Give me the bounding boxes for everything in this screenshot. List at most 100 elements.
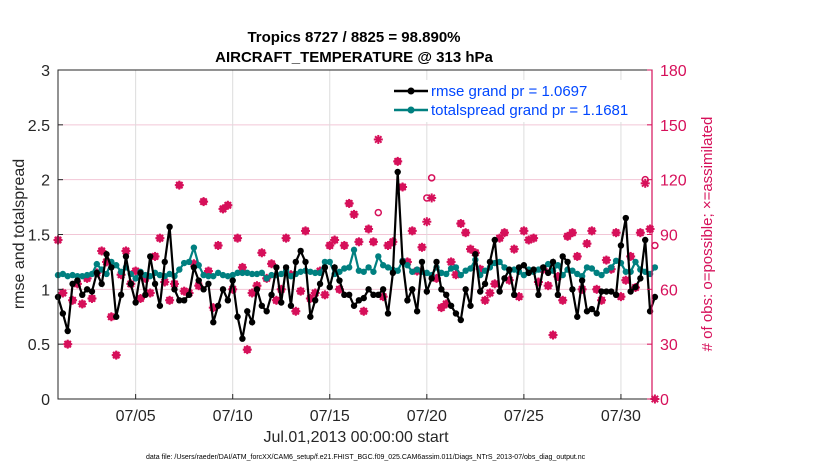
obs-assimilated-marker (291, 306, 301, 316)
asterisk-stroke (447, 258, 455, 266)
rmse-point (510, 291, 518, 299)
y-right-tick-label: 150 (660, 118, 687, 135)
rmse-line (56, 171, 656, 339)
asterisk-stroke (330, 236, 339, 244)
asterisk-stroke (500, 228, 509, 237)
totalspread-point (166, 270, 173, 278)
obs-markers (53, 134, 660, 404)
asterisk-stroke (490, 279, 499, 288)
obs-assimilated-marker (446, 257, 456, 267)
rmse-point (496, 288, 503, 295)
legend: rmse grand pr = 1.0697 totalspread grand… (388, 80, 650, 122)
rmse-point (244, 308, 251, 315)
y-right-tick-label: 180 (660, 63, 687, 80)
asterisk-stroke (456, 219, 465, 228)
y-tick-label: 0 (41, 392, 50, 409)
rmse-point (171, 286, 178, 293)
asterisk-stroke (63, 340, 72, 349)
totalspread-point (88, 270, 96, 278)
totalspread-point (520, 271, 528, 279)
rmse-point (637, 275, 644, 282)
rmse-point (248, 319, 256, 326)
rmse-point (229, 277, 236, 284)
totalspread-point (239, 269, 246, 277)
totalspread-point (510, 266, 518, 273)
rmse-point (462, 286, 469, 293)
rmse-point (345, 291, 353, 299)
asterisk-stroke (602, 256, 611, 264)
totalspread-point (622, 268, 629, 275)
asterisk-stroke (558, 296, 567, 305)
asterisk-stroke (461, 228, 470, 237)
asterisk-stroke (651, 395, 659, 403)
footnote: data file: /Users/raeder/DAI/ATM_forcXX/… (146, 454, 586, 461)
totalspread-point (394, 267, 401, 274)
totalspread-point (413, 266, 421, 273)
totalspread-point (180, 259, 188, 267)
rmse-point (108, 264, 115, 271)
obs-assimilated-marker (490, 279, 500, 289)
totalspread-point (219, 271, 227, 279)
totalspread-point (467, 265, 474, 272)
y-tick-label: 2 (41, 173, 50, 190)
asterisk-stroke (301, 226, 310, 235)
rmse-point (428, 275, 435, 282)
totalspread-point (651, 264, 659, 271)
rmse-point (544, 269, 552, 277)
rmse-point (79, 291, 86, 299)
rmse-point (64, 327, 71, 335)
rmse-point (219, 286, 227, 293)
rmse-point (394, 168, 401, 176)
asterisk-stroke (354, 237, 363, 246)
asterisk-stroke (641, 179, 650, 188)
obs-assimilated-marker (548, 330, 558, 340)
rmse-point (69, 280, 76, 288)
totalspread-point (229, 271, 236, 279)
rmse-point (569, 286, 576, 293)
rmse-point (180, 297, 188, 304)
totalspread-point (593, 269, 600, 277)
obs-assimilated-marker (368, 237, 378, 247)
asterisk-stroke (97, 247, 106, 255)
y-right-tick-label: 120 (660, 173, 687, 190)
asterisk-stroke (257, 248, 266, 257)
rmse-point (433, 258, 440, 266)
obs-assimilated-marker (330, 235, 340, 245)
totalspread-point (588, 265, 596, 272)
totalspread-point (316, 269, 324, 277)
asterisk-stroke (340, 241, 349, 250)
x-tick-label: 07/15 (310, 408, 350, 425)
obs-assimilated-marker (349, 209, 359, 219)
rmse-point (117, 291, 125, 299)
totalspread-point (598, 271, 605, 279)
totalspread-point (263, 275, 270, 282)
rmse-point (535, 291, 542, 299)
rmse-point (472, 251, 479, 258)
totalspread-point (312, 269, 319, 277)
rmse-point (151, 280, 159, 288)
rmse-point (74, 277, 81, 284)
asterisk-stroke (510, 245, 519, 254)
obs-assimilated-marker (203, 266, 213, 276)
obs-assimilated-marker (582, 239, 592, 249)
rmse-point (113, 313, 120, 320)
rmse-point (467, 302, 474, 309)
rmse-point (103, 251, 110, 258)
totalspread-point (379, 262, 387, 269)
asterisk-stroke (223, 201, 232, 210)
asterisk-stroke (233, 234, 242, 243)
rmse-point (93, 269, 101, 277)
obs-possible-marker (651, 241, 659, 250)
asterisk-stroke (267, 259, 276, 268)
rmse-point (379, 286, 387, 293)
rmse-point (578, 277, 586, 284)
totalspread-point (200, 271, 207, 279)
rmse-point (481, 280, 489, 288)
rmse-point (253, 286, 261, 293)
asterisk-stroke (427, 194, 436, 202)
asterisk-stroke (199, 197, 208, 206)
asterisk-stroke (612, 228, 620, 237)
rmse-point (404, 297, 411, 304)
totalspread-point (185, 258, 193, 266)
